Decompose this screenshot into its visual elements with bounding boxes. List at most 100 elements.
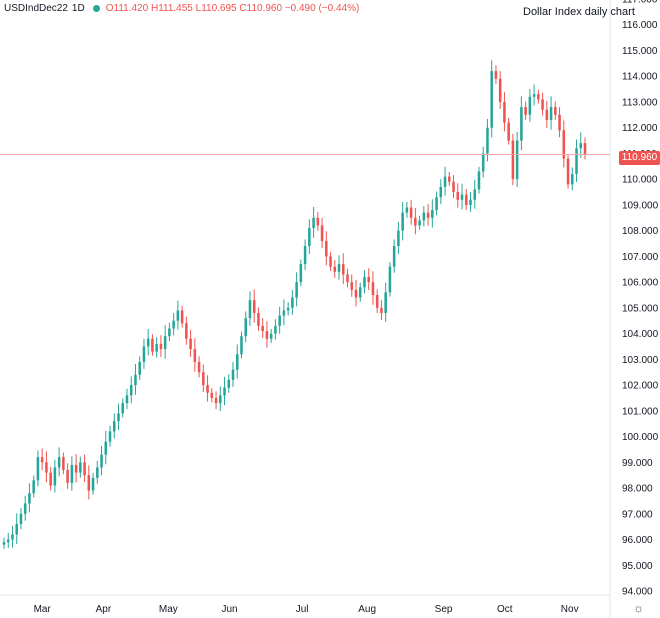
candle-body xyxy=(176,310,180,321)
candle-body xyxy=(537,94,540,100)
candle-body xyxy=(125,395,129,404)
candle-body xyxy=(397,230,400,247)
candle-body xyxy=(414,217,417,226)
candle-body xyxy=(79,462,82,473)
candle-body xyxy=(197,361,201,373)
gear-icon[interactable]: ☼ xyxy=(633,601,644,615)
candle-body xyxy=(155,343,158,352)
candle-body xyxy=(477,171,481,190)
candle-body xyxy=(448,176,451,182)
candle-body xyxy=(312,217,315,229)
candle-body xyxy=(168,328,171,337)
price-tick-label: 95.000 xyxy=(622,561,653,572)
candle-body xyxy=(308,228,311,247)
change-value: −0.490 (−0.44%) xyxy=(284,3,360,14)
candle-body xyxy=(112,421,116,432)
candle-body xyxy=(193,349,197,362)
candle-body xyxy=(418,220,421,226)
candle-body xyxy=(405,207,409,213)
price-tick-label: 115.000 xyxy=(622,46,658,57)
interval-label[interactable]: 1D xyxy=(71,3,85,14)
candle-body xyxy=(503,101,506,123)
candle-body xyxy=(100,454,103,468)
candle-body xyxy=(163,336,167,350)
candle-body xyxy=(257,313,260,326)
candle-body xyxy=(498,78,502,102)
candle-body xyxy=(62,457,65,471)
price-tick-label: 108.000 xyxy=(622,226,659,237)
candle-body xyxy=(329,256,332,267)
time-tick-label: Apr xyxy=(96,604,112,615)
candle-body xyxy=(291,297,294,308)
candle-body xyxy=(11,534,14,540)
candle-body xyxy=(380,307,383,314)
candle-body xyxy=(452,181,455,193)
price-tick-label: 107.000 xyxy=(622,252,659,263)
candle-body xyxy=(392,246,396,267)
candle-body xyxy=(341,264,345,275)
candle-body xyxy=(274,325,277,334)
candle-body xyxy=(490,71,493,128)
candle-body xyxy=(549,107,553,120)
candle-body xyxy=(346,274,349,283)
candle-body xyxy=(265,331,269,339)
candle-body xyxy=(66,470,69,483)
price-tick-label: 101.000 xyxy=(622,406,659,417)
candle-body xyxy=(571,174,574,185)
price-tick-label: 103.000 xyxy=(622,355,659,366)
candle-body xyxy=(134,374,137,386)
candle-body xyxy=(401,212,404,231)
candle-body xyxy=(367,276,370,283)
candle-body xyxy=(486,127,489,154)
candle-body xyxy=(541,99,544,110)
candle-body xyxy=(295,282,298,298)
candle-body xyxy=(422,212,426,221)
candle-body xyxy=(45,462,48,473)
candle-body xyxy=(439,186,443,198)
candle-body xyxy=(138,361,141,375)
candles xyxy=(2,60,587,549)
candle-body xyxy=(142,346,146,362)
candle-body xyxy=(36,457,40,481)
candle-body xyxy=(354,289,358,298)
candle-body xyxy=(240,336,243,355)
candle-body xyxy=(363,276,366,288)
candle-body xyxy=(235,354,239,370)
price-tick-label: 98.000 xyxy=(622,484,653,495)
candle-body xyxy=(575,148,578,175)
price-tick-label: 104.000 xyxy=(622,329,659,340)
candle-body xyxy=(252,300,256,314)
candle-body xyxy=(83,462,86,476)
price-tick-label: 102.000 xyxy=(622,381,659,392)
candle-body xyxy=(558,114,561,131)
candle-body xyxy=(320,225,324,241)
candle-body xyxy=(554,107,557,115)
candle-body xyxy=(528,96,532,115)
candle-body xyxy=(303,246,307,265)
candle-body xyxy=(286,307,290,311)
candle-body xyxy=(562,130,566,159)
candle-body xyxy=(96,467,99,478)
candle-body xyxy=(159,343,163,350)
time-tick-label: Nov xyxy=(561,604,579,615)
last-price-badge: 110.960 xyxy=(619,151,660,165)
candle-body xyxy=(443,176,447,187)
candle-body xyxy=(202,372,205,386)
candle-body xyxy=(388,266,392,293)
candle-body xyxy=(435,197,438,211)
candle-body xyxy=(19,513,23,525)
candle-body xyxy=(32,480,35,494)
ohlc-values: O111.420 H111.455 L110.695 C110.960 −0.4… xyxy=(105,3,360,14)
candle-body xyxy=(515,140,519,180)
candle-body xyxy=(40,457,44,463)
candle-body xyxy=(325,240,328,257)
candle-body xyxy=(227,379,231,388)
candle-body xyxy=(180,310,184,324)
candle-body xyxy=(121,403,125,414)
candle-body xyxy=(371,282,375,295)
price-tick-label: 114.000 xyxy=(622,72,658,83)
candle-body xyxy=(409,207,413,218)
symbol-legend: USDIndDec22 1D O111.420 H111.455 L110.69… xyxy=(4,3,359,14)
symbol-name[interactable]: USDIndDec22 xyxy=(4,3,68,14)
